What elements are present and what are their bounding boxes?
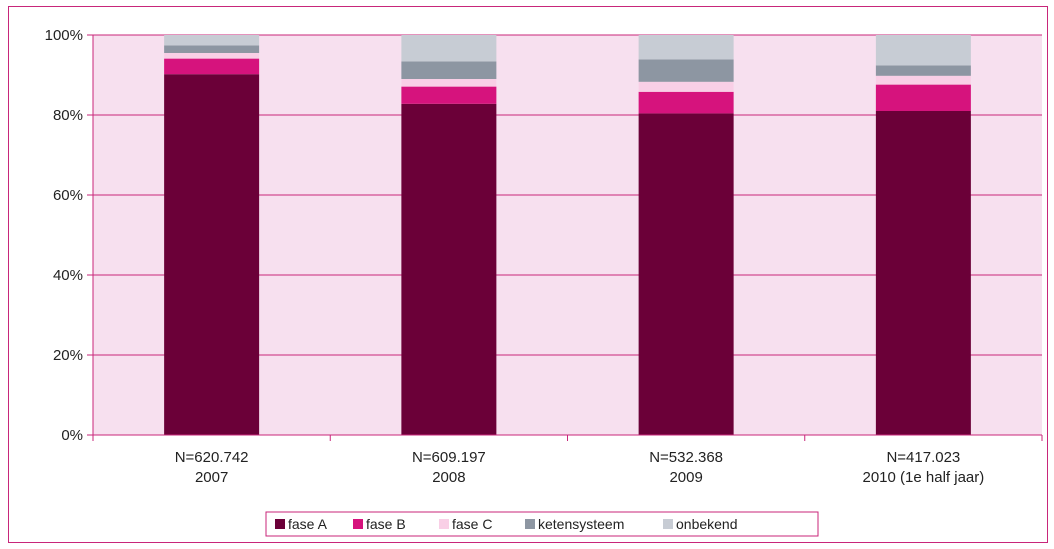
legend-item-fase-B: fase B [353, 516, 406, 532]
bars [164, 35, 971, 436]
legend-label: fase C [452, 516, 492, 532]
legend-item-fase-A: fase A [275, 516, 328, 532]
x-category-n-label: N=609.197 [412, 449, 486, 466]
legend-item-fase-C: fase C [439, 516, 492, 532]
bar-segment-fase-A [638, 113, 734, 436]
bar-segment-fase-A [401, 103, 497, 436]
bar-segment-fase-A [164, 74, 260, 435]
x-axis: N=620.742 2007 N=609.197 2008 N=532.368 2009 N… [92, 434, 1043, 486]
x-category-year-label: 2008 [432, 469, 465, 486]
y-tick-label: 0% [61, 427, 83, 444]
legend-item-ketensysteem: ketensysteem [525, 516, 624, 532]
x-category-year-label: 2007 [195, 469, 228, 486]
bar-segment-onbekend [875, 35, 971, 66]
legend-label: ketensysteem [538, 516, 624, 532]
bar-segment-fase-A [875, 111, 971, 435]
legend-swatch [439, 519, 449, 529]
bar-segment-onbekend [638, 35, 734, 60]
bar-segment-ketensysteem [401, 61, 497, 79]
bar-segment-ketensysteem [164, 45, 260, 53]
x-category-n-label: N=620.742 [175, 449, 249, 466]
legend-swatch [663, 519, 673, 529]
legend: fase A fase B fase C ketensysteem onbekend [265, 511, 819, 537]
x-category-n-label: N=532.368 [649, 449, 723, 466]
bar-segment-fase-C [401, 79, 497, 87]
legend-label: fase A [288, 516, 328, 532]
x-category-year-label: 2009 [669, 469, 702, 486]
stacked-bar-chart: 0% 20% 40% 60% 80% 100% N=620.742 2007 N=609.19… [45, 27, 1043, 537]
y-tick-label: 100% [45, 27, 83, 44]
bar-segment-onbekend [164, 35, 260, 46]
y-tick-label: 80% [53, 107, 83, 124]
x-category-year-label: 2010 (1e half jaar) [863, 469, 985, 486]
bar-stack-2008 [401, 35, 497, 436]
bar-segment-fase-C [164, 53, 260, 59]
y-tick-label: 20% [53, 347, 83, 364]
legend-label: onbekend [676, 516, 738, 532]
bar-segment-fase-C [638, 81, 734, 92]
bar-segment-onbekend [401, 35, 497, 62]
bar-segment-fase-C [875, 75, 971, 85]
y-tick-label: 40% [53, 267, 83, 284]
legend-swatch [275, 519, 285, 529]
legend-item-onbekend: onbekend [663, 516, 738, 532]
bar-segment-fase-B [875, 84, 971, 111]
x-category-n-label: N=417.023 [886, 449, 960, 466]
bar-stack-2007 [164, 35, 260, 435]
bar-stack-2009 [638, 35, 734, 436]
bar-segment-fase-B [164, 58, 260, 75]
bar-segment-fase-B [401, 86, 497, 104]
y-axis: 0% 20% 40% 60% 80% 100% [45, 27, 94, 444]
bar-segment-fase-B [638, 91, 734, 114]
chart-frame: 0% 20% 40% 60% 80% 100% N=620.742 2007 N=609.19… [8, 6, 1048, 543]
legend-swatch [525, 519, 535, 529]
bar-stack-2010 [875, 35, 971, 435]
y-tick-label: 60% [53, 187, 83, 204]
legend-label: fase B [366, 516, 406, 532]
bar-segment-ketensysteem [875, 65, 971, 76]
bar-segment-ketensysteem [638, 59, 734, 82]
legend-swatch [353, 519, 363, 529]
